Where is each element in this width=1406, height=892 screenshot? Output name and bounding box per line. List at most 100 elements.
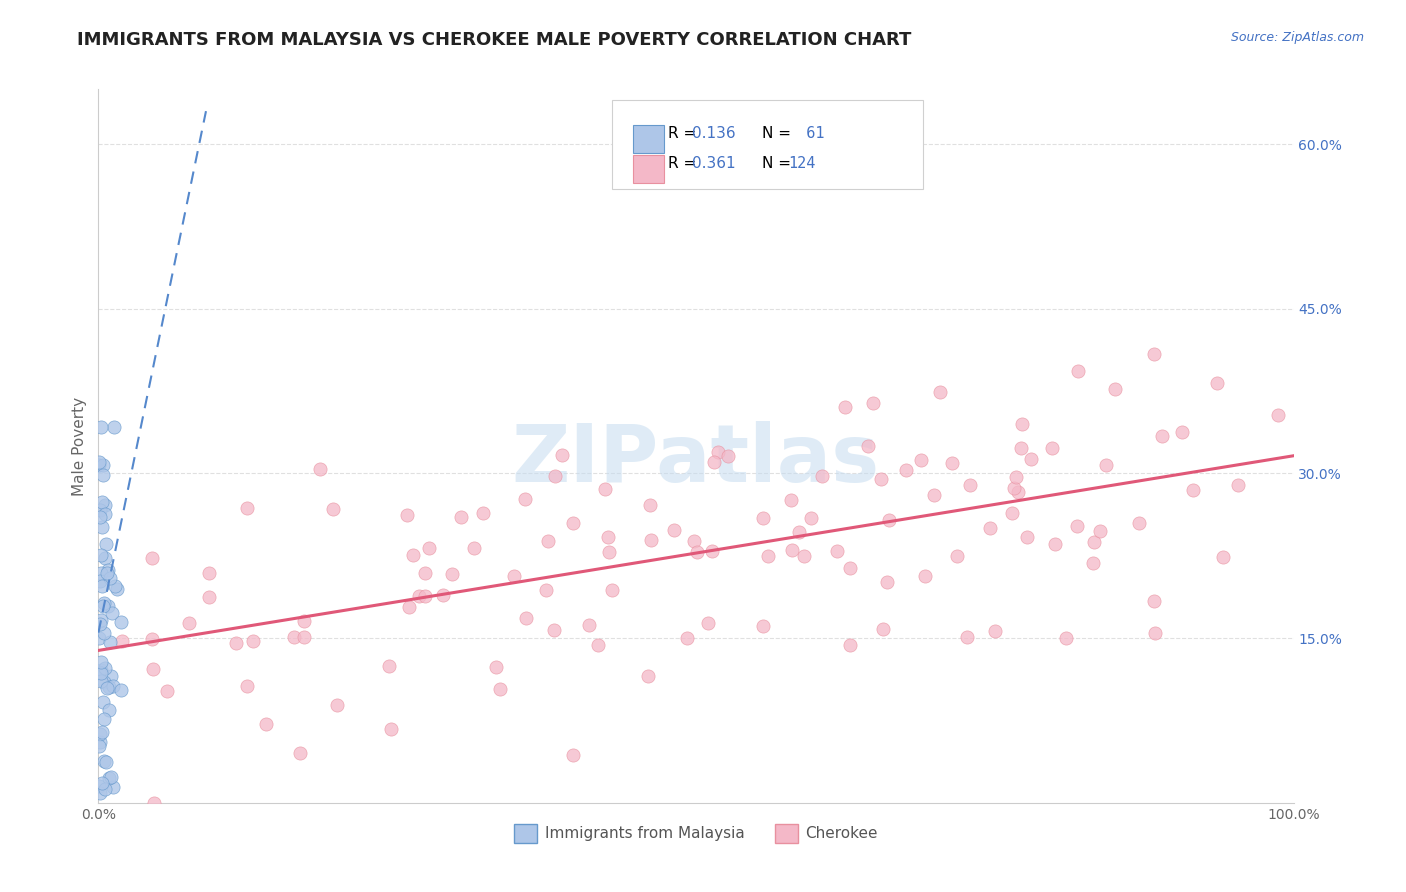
Point: [910, 453, 932, 467]
Point: [110, 683, 132, 698]
Point: [703, 455, 725, 469]
Point: [1143, 347, 1166, 361]
Point: [503, 569, 526, 583]
Point: [640, 498, 662, 512]
Point: [292, 630, 315, 644]
Point: [562, 748, 585, 763]
Point: [225, 635, 247, 649]
Point: [91, 599, 114, 613]
Point: [380, 723, 402, 737]
Point: [236, 500, 259, 515]
Point: [686, 545, 709, 559]
Point: [89, 502, 111, 516]
Point: [90, 665, 112, 680]
Point: [811, 469, 834, 483]
Text: N =: N =: [762, 156, 796, 171]
Point: [515, 492, 537, 507]
Point: [105, 582, 128, 596]
Point: [413, 566, 436, 580]
Point: [141, 632, 163, 646]
Point: [534, 583, 557, 598]
Point: [94, 551, 117, 566]
Point: [700, 544, 723, 558]
Point: [100, 571, 122, 585]
Point: [98, 635, 121, 649]
Point: [110, 633, 132, 648]
FancyBboxPatch shape: [613, 100, 922, 189]
Legend: Immigrants from Malaysia, Cherokee: Immigrants from Malaysia, Cherokee: [508, 818, 884, 848]
Point: [91, 467, 114, 482]
Point: [1081, 556, 1104, 570]
Point: [1002, 482, 1025, 496]
Point: [706, 445, 728, 459]
Point: [800, 510, 823, 524]
Point: [1143, 593, 1166, 607]
Point: [876, 574, 898, 589]
Point: [752, 619, 775, 633]
Point: [662, 523, 685, 537]
Point: [96, 566, 118, 580]
Point: [90, 663, 112, 677]
Point: [141, 551, 163, 566]
Point: [308, 461, 330, 475]
Point: [1005, 470, 1028, 484]
Point: [1007, 485, 1029, 500]
Point: [96, 681, 118, 695]
Point: [103, 780, 125, 795]
Point: [96, 755, 118, 769]
Point: [1205, 376, 1227, 390]
Point: [104, 578, 127, 592]
Point: [377, 658, 399, 673]
Point: [326, 698, 349, 712]
Point: [90, 673, 112, 688]
Point: [93, 754, 115, 768]
Point: [110, 615, 132, 630]
Point: [242, 634, 264, 648]
Point: [93, 674, 115, 689]
Point: [1088, 524, 1111, 538]
Point: [561, 516, 583, 530]
Point: [97, 563, 120, 577]
Point: [752, 511, 775, 525]
FancyBboxPatch shape: [633, 125, 664, 153]
Point: [179, 615, 201, 630]
Point: [97, 703, 120, 717]
Point: [89, 734, 111, 748]
Point: [598, 544, 620, 558]
Point: [1054, 631, 1077, 645]
Point: [782, 543, 804, 558]
FancyBboxPatch shape: [633, 155, 664, 184]
Point: [87, 455, 110, 469]
Point: [90, 656, 112, 670]
Y-axis label: Male Poverty: Male Poverty: [72, 396, 87, 496]
Point: [586, 639, 609, 653]
Point: [89, 779, 111, 793]
Point: [198, 566, 221, 581]
Point: [877, 513, 900, 527]
Point: [89, 574, 111, 588]
Point: [945, 549, 967, 564]
Point: [1150, 429, 1173, 443]
Text: 124: 124: [787, 156, 815, 171]
Point: [551, 449, 574, 463]
Point: [236, 679, 259, 693]
Point: [793, 549, 815, 563]
Point: [717, 450, 740, 464]
Point: [103, 419, 125, 434]
Point: [595, 482, 617, 496]
Point: [288, 747, 311, 761]
Point: [1267, 408, 1289, 422]
Point: [515, 611, 537, 625]
Point: [544, 468, 567, 483]
Point: [89, 509, 111, 524]
Point: [89, 617, 111, 632]
Point: [640, 533, 662, 547]
Point: [91, 495, 114, 509]
Point: [956, 631, 979, 645]
Point: [1010, 441, 1032, 455]
Point: [90, 579, 112, 593]
Point: [432, 589, 454, 603]
Point: [89, 665, 111, 680]
Point: [398, 600, 420, 615]
Text: R =: R =: [668, 127, 702, 141]
